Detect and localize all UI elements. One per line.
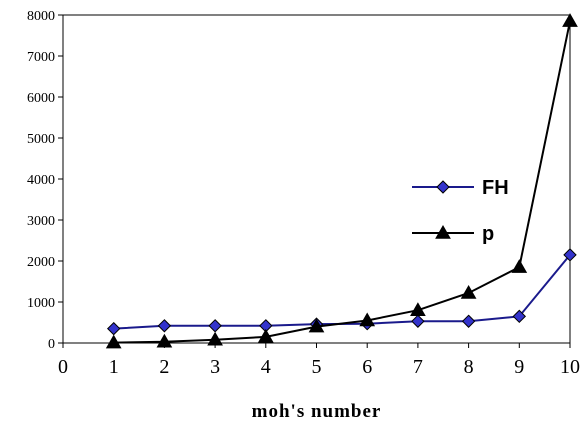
y-tick-label: 6000 (27, 91, 55, 106)
series-layer (105, 13, 578, 349)
diamond-marker (461, 314, 476, 328)
y-tick-label: 3000 (27, 214, 55, 229)
x-tick-label: 4 (261, 356, 271, 378)
triangle-marker (562, 13, 578, 27)
x-tick-label: 9 (514, 356, 524, 378)
x-tick-label: 0 (58, 356, 68, 378)
y-tick-label: 8000 (27, 9, 55, 24)
y-tick-label: 5000 (27, 132, 55, 147)
legend: FH p (412, 177, 509, 245)
series-line (113, 20, 571, 344)
legend-label: p (482, 223, 494, 245)
x-tick-label: 1 (109, 356, 119, 378)
diamond-marker (512, 309, 527, 324)
series-p (105, 13, 578, 349)
legend-label: FH (482, 177, 509, 199)
legend-marker (436, 180, 450, 194)
y-tick-label: 7000 (27, 50, 55, 65)
x-tick-label: 7 (413, 356, 423, 378)
diamond-marker (157, 319, 172, 333)
x-tick-label: 10 (560, 356, 580, 378)
x-axis-label: moh's number (252, 401, 382, 422)
diamond-marker (563, 248, 577, 262)
diamond-marker (411, 314, 425, 328)
y-tick-label: 2000 (27, 255, 55, 270)
triangle-marker (156, 333, 173, 348)
x-tick-label: 2 (159, 356, 169, 378)
legend-item: FH (412, 177, 509, 199)
triangle-marker (511, 259, 528, 273)
diamond-marker (208, 319, 222, 333)
triangle-marker (257, 328, 274, 343)
series-line (113, 254, 571, 330)
triangle-marker (410, 302, 426, 316)
triangle-marker (460, 284, 477, 299)
x-tick-label: 8 (464, 356, 474, 378)
y-tick-label: 0 (48, 337, 55, 352)
series-FH (106, 248, 577, 336)
axes: 0 1000 2000 3000 4000 5000 6000 7000 8000 0 1 2 3 4 5 6… (27, 9, 580, 378)
x-tick-label: 5 (312, 356, 322, 378)
legend-marker (435, 224, 451, 239)
diamond-marker (106, 321, 121, 336)
y-tick-label: 4000 (27, 173, 55, 188)
triangle-marker (308, 318, 325, 333)
x-tick-label: 6 (362, 356, 372, 378)
legend-item: p (412, 223, 494, 245)
triangle-marker (105, 334, 122, 349)
x-tick-label: 3 (210, 356, 220, 378)
triangle-marker (207, 331, 223, 346)
y-tick-label: 1000 (27, 296, 55, 311)
triangle-marker (359, 312, 376, 327)
